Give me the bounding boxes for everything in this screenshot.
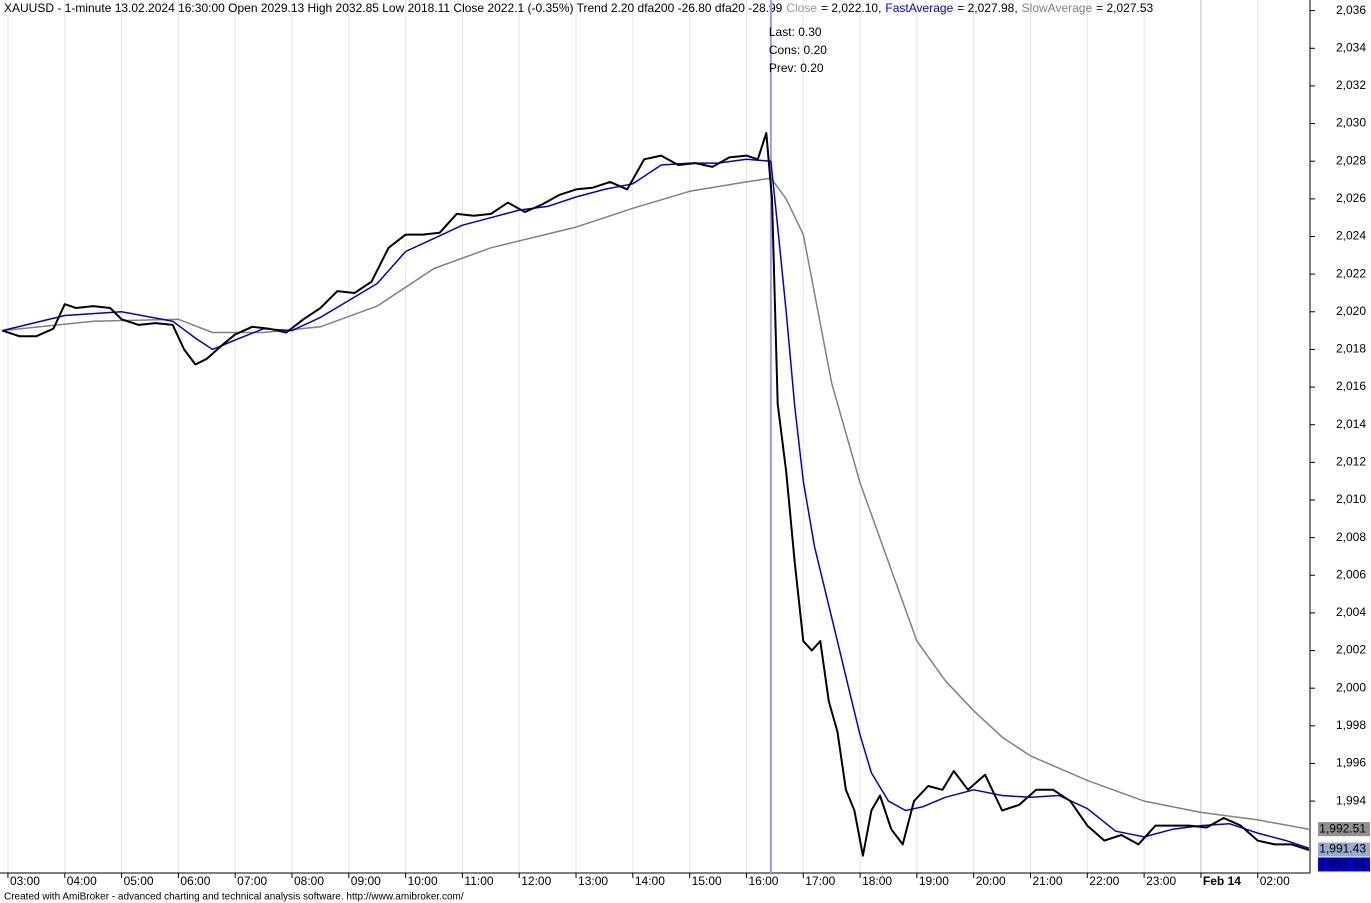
x-tick-label: 05:00 xyxy=(124,874,154,888)
annotation: Last: 0.30 xyxy=(769,25,822,39)
x-tick-label: 13:00 xyxy=(578,874,608,888)
x-tick-label: 09:00 xyxy=(351,874,381,888)
y-tick-label: 2,032 xyxy=(1336,78,1366,92)
price-label: 1,992.51 xyxy=(1319,821,1366,835)
y-tick-label: 2,000 xyxy=(1336,680,1366,694)
legend-value: = 2,027.98 xyxy=(957,1,1014,15)
x-tick-label: Feb 14 xyxy=(1203,874,1241,888)
footer: Created with AmiBroker - advanced charti… xyxy=(4,892,464,903)
y-tick-label: 2,004 xyxy=(1336,605,1366,619)
x-tick-label: 21:00 xyxy=(1033,874,1063,888)
x-tick-label: 14:00 xyxy=(635,874,665,888)
series-line xyxy=(1,132,1310,857)
y-tick-label: 2,002 xyxy=(1336,643,1366,657)
y-tick-label: 2,026 xyxy=(1336,191,1366,205)
x-tick-label: 07:00 xyxy=(237,874,267,888)
y-tick-label: 1,996 xyxy=(1336,756,1366,770)
series-line xyxy=(2,177,1310,831)
legend-separator: , xyxy=(878,1,881,15)
annotation: Cons: 0.20 xyxy=(769,43,827,57)
price-label: 1,991.43 xyxy=(1319,842,1366,856)
y-tick-label: 2,010 xyxy=(1336,492,1366,506)
x-tick-label: 02:00 xyxy=(1260,874,1290,888)
x-tick-label: 20:00 xyxy=(976,874,1006,888)
y-tick-label: 2,016 xyxy=(1336,379,1366,393)
y-tick-label: 2,008 xyxy=(1336,530,1366,544)
x-tick-label: 03:00 xyxy=(10,874,40,888)
y-tick-label: 2,028 xyxy=(1336,153,1366,167)
price-label: 1,991.41 xyxy=(1319,857,1366,871)
x-tick-label: 11:00 xyxy=(464,874,493,888)
y-tick-label: 2,006 xyxy=(1336,567,1366,581)
y-tick-label: 2,024 xyxy=(1336,229,1366,243)
price-label-box xyxy=(1318,822,1370,837)
x-tick-label: 18:00 xyxy=(862,874,892,888)
x-tick-label: 22:00 xyxy=(1089,874,1119,888)
y-tick-label: 2,022 xyxy=(1336,266,1366,280)
legend-value: = 2,027.53 xyxy=(1096,1,1153,15)
x-tick-label: 19:00 xyxy=(919,874,949,888)
legend-separator: , xyxy=(1014,1,1017,15)
x-tick-label: 08:00 xyxy=(294,874,324,888)
price-label-box xyxy=(1318,857,1370,872)
legend-name: SlowAverage xyxy=(1022,1,1093,15)
y-tick-label: 2,036 xyxy=(1336,3,1366,17)
legend-name: Close xyxy=(786,1,817,15)
y-tick-label: 2,020 xyxy=(1336,304,1366,318)
x-tick-label: 23:00 xyxy=(1146,874,1176,888)
y-tick-label: 2,034 xyxy=(1336,40,1366,54)
y-tick-label: 2,014 xyxy=(1336,417,1366,431)
chart-header: XAUUSD - 1-minute 13.02.2024 16:30:00 Op… xyxy=(4,1,1154,15)
y-tick-label: 2,018 xyxy=(1336,342,1366,356)
y-tick-label: 1,998 xyxy=(1336,718,1366,732)
annotation: Prev: 0.20 xyxy=(769,61,824,75)
x-tick-label: 06:00 xyxy=(180,874,210,888)
x-tick-label: 15:00 xyxy=(692,874,722,888)
y-tick-label: 2,030 xyxy=(1336,116,1366,130)
x-tick-label: 04:00 xyxy=(67,874,97,888)
y-tick-label: 1,994 xyxy=(1336,793,1366,807)
x-tick-label: 16:00 xyxy=(748,874,778,888)
legend-value: = 2,022.10 xyxy=(821,1,878,15)
x-tick-label: 10:00 xyxy=(408,874,438,888)
y-tick-label: 2,012 xyxy=(1336,455,1366,469)
chart-title: XAUUSD - 1-minute 13.02.2024 16:30:00 Op… xyxy=(4,1,783,15)
x-tick-label: 17:00 xyxy=(805,874,835,888)
price-label-box xyxy=(1318,842,1370,857)
legend-name: FastAverage xyxy=(885,1,953,15)
x-tick-label: 12:00 xyxy=(521,874,551,888)
